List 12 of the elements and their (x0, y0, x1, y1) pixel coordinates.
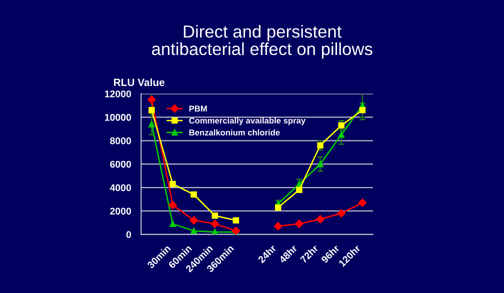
legend-label: Benzalkonium chloride (189, 129, 280, 136)
legend-label: PBM (189, 106, 207, 112)
y-axis-title: RLU Value (114, 78, 164, 86)
y-tick-label: 12000 (104, 90, 131, 98)
chart-title: Direct and persistent antibacterial effect on pillows (152, 24, 372, 59)
y-tick-label: 6000 (110, 160, 131, 168)
legend-label: Commercially available spray (189, 117, 306, 126)
y-tick-label: 10000 (104, 114, 131, 121)
y-tick-label: 2000 (110, 208, 131, 215)
y-tick-label: 4000 (110, 184, 131, 192)
y-tick-label: 0 (126, 231, 131, 238)
y-tick-label: 8000 (110, 137, 131, 144)
